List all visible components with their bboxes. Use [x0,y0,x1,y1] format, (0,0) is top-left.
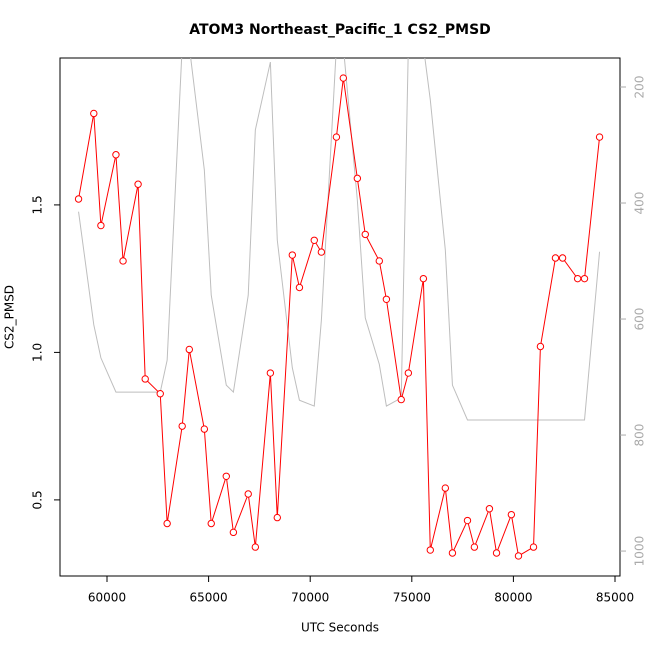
data-point [310,236,318,245]
plot-area [74,58,604,560]
data-point [200,425,209,433]
data-point [426,546,434,554]
chart-title: ATOM3 Northeast_Pacific_1 CS2_PMSD [189,22,491,38]
y2-tick-label: 400 [633,192,647,215]
data-point [361,230,369,239]
data-point [492,549,501,557]
data-point [185,345,193,354]
data-point [507,510,516,519]
data-point [332,133,341,141]
data-point [375,257,383,265]
x-tick-label: 75000 [393,591,431,605]
data-point [551,254,560,262]
data-point [529,543,538,551]
y2-tick-label: 1000 [633,536,647,567]
data-point [448,549,457,557]
data-point [266,369,275,377]
x-tick-label: 60000 [88,591,126,605]
data-point [463,516,472,525]
data-point [207,519,215,528]
data-point [441,484,450,492]
data-point [514,552,523,560]
plot-frame [59,57,621,577]
data-point [419,274,428,283]
data-point [141,375,149,383]
data-point [112,151,120,159]
data-point [273,513,281,522]
y-tick-label: 1.0 [31,343,45,362]
data-point [595,133,604,141]
data-point [163,519,171,528]
data-point [251,543,260,551]
data-point [288,251,297,259]
data-point [119,257,127,265]
data-point [295,283,304,292]
series-line [78,77,601,557]
x-tick-label: 80000 [494,591,532,605]
data-point [558,254,567,262]
x-tick-label: 65000 [190,591,228,605]
y-tick-label: 0.5 [31,490,45,509]
y2-tick-label: 800 [633,424,647,447]
y-axis-label: CS2_PMSD [3,285,17,349]
y-tick-label: 1.5 [31,195,45,214]
x-tick-label: 85000 [596,591,634,605]
data-point [573,274,582,283]
data-point [178,422,186,430]
x-tick-label: 70000 [291,591,329,605]
data-point [339,74,348,82]
y2-tick-label: 200 [633,76,647,99]
data-point [404,369,413,377]
data-point [156,389,164,398]
x-axis-label: UTC Seconds [301,621,379,635]
data-point [134,180,142,188]
data-point [90,109,98,118]
data-point [244,490,252,498]
data-point [470,543,479,551]
data-point [580,274,589,283]
series-line [78,58,601,421]
data-point [397,395,405,404]
data-point [97,221,105,230]
data-point [382,295,391,304]
data-point [353,174,362,183]
data-point [229,528,238,537]
y2-tick-label: 600 [633,308,647,331]
data-point [536,342,545,351]
data-point [485,505,494,513]
data-point [74,195,83,203]
data-point [222,472,230,480]
data-point [317,248,326,256]
